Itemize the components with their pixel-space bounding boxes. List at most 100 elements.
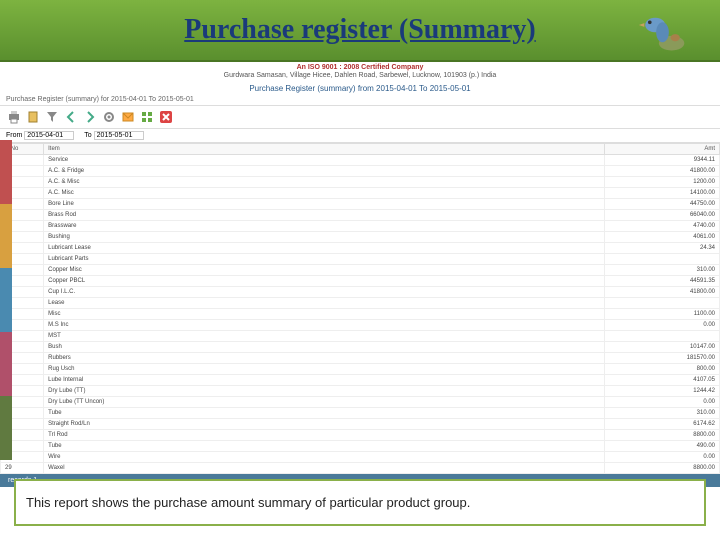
table-cell: Lube Internal: [44, 374, 605, 385]
table-cell: 9344.11: [604, 154, 719, 165]
table-row[interactable]: 10Lubricant Parts: [1, 253, 720, 264]
table-row[interactable]: 23Dry Lube (TT Uncon)0.00: [1, 396, 720, 407]
table-cell: 4107.05: [604, 374, 719, 385]
table-cell: M.S Inc: [44, 319, 605, 330]
table-row[interactable]: 7Brassware4740.00: [1, 220, 720, 231]
table-row[interactable]: 26Trl Rod8800.00: [1, 429, 720, 440]
company-info: An ISO 9001 : 2008 Certified Company Gur…: [0, 62, 720, 83]
table-cell: Tube: [44, 440, 605, 451]
company-address: Gurdwara Samasan, Village Hicee, Dahlen …: [0, 72, 720, 80]
table-cell: 4740.00: [604, 220, 719, 231]
table-cell: Rubbers: [44, 352, 605, 363]
table-row[interactable]: 24Tube310.00: [1, 407, 720, 418]
report-title: Purchase Register (summary) from 2015-04…: [0, 83, 720, 94]
footer-description: This report shows the purchase amount su…: [14, 479, 706, 526]
table-cell: Dry Lube (TT Uncon): [44, 396, 605, 407]
table-cell: Bushing: [44, 231, 605, 242]
table-cell: MST: [44, 330, 605, 341]
from-date-input[interactable]: [24, 131, 74, 140]
iso-certification: An ISO 9001 : 2008 Certified Company: [0, 64, 720, 72]
table-header-row: S.No Item Amt: [1, 143, 720, 154]
table-cell: 14100.00: [604, 187, 719, 198]
table-row[interactable]: 29Waxel8800.00: [1, 462, 720, 473]
table-cell: A.C. Misc: [44, 187, 605, 198]
table-cell: [604, 330, 719, 341]
forward-icon[interactable]: [82, 109, 98, 125]
table-row[interactable]: 20Rug Usch800.00: [1, 363, 720, 374]
table-cell: Copper Misc: [44, 264, 605, 275]
table-cell: 490.00: [604, 440, 719, 451]
table-cell: A.C. & Misc: [44, 176, 605, 187]
purchase-register-table: S.No Item Amt 1Service9344.112A.C. & Fri…: [0, 143, 720, 474]
table-cell: 29: [1, 462, 44, 473]
table-row[interactable]: 19Rubbers181570.00: [1, 352, 720, 363]
table-cell: 800.00: [604, 363, 719, 374]
table-row[interactable]: 4A.C. Misc14100.00: [1, 187, 720, 198]
table-row[interactable]: 28Wire0.00: [1, 451, 720, 462]
table-cell: Service: [44, 154, 605, 165]
table-cell: Wire: [44, 451, 605, 462]
table-row[interactable]: 8Bushing4061.00: [1, 231, 720, 242]
table-cell: Lubricant Lease: [44, 242, 605, 253]
table-row[interactable]: 6Brass Rod66040.00: [1, 209, 720, 220]
table-cell: 41800.00: [604, 165, 719, 176]
print-icon[interactable]: [6, 109, 22, 125]
to-date-input[interactable]: [94, 131, 144, 140]
to-label: To: [84, 132, 91, 139]
table-row[interactable]: 12Copper PBCL44591.35: [1, 275, 720, 286]
table-cell: Bore Line: [44, 198, 605, 209]
settings-icon[interactable]: [101, 109, 117, 125]
table-cell: [604, 297, 719, 308]
table-cell: Rug Usch: [44, 363, 605, 374]
close-icon[interactable]: [158, 109, 174, 125]
table-row[interactable]: 15Misc1100.00: [1, 308, 720, 319]
table-cell: Misc: [44, 308, 605, 319]
table-cell: Lease: [44, 297, 605, 308]
table-row[interactable]: 11Copper Misc310.00: [1, 264, 720, 275]
table-cell: 8800.00: [604, 462, 719, 473]
table-row[interactable]: 27Tube490.00: [1, 440, 720, 451]
table-cell: Brassware: [44, 220, 605, 231]
header-banner: Purchase register (Summary): [0, 0, 720, 62]
table-row[interactable]: 9Lubricant Lease24.34: [1, 242, 720, 253]
table-row[interactable]: 3A.C. & Misc1200.00: [1, 176, 720, 187]
table-cell: Dry Lube (TT): [44, 385, 605, 396]
decorative-side-stripes: [0, 140, 12, 460]
table-row[interactable]: 1Service9344.11: [1, 154, 720, 165]
table-cell: 4061.00: [604, 231, 719, 242]
table-cell: 44750.00: [604, 198, 719, 209]
table-row[interactable]: 18Bush10147.00: [1, 341, 720, 352]
from-label: From: [6, 132, 22, 139]
table-row[interactable]: 17MST: [1, 330, 720, 341]
table-row[interactable]: 16M.S Inc0.00: [1, 319, 720, 330]
table-cell: A.C. & Fridge: [44, 165, 605, 176]
back-icon[interactable]: [63, 109, 79, 125]
filter-icon[interactable]: [44, 109, 60, 125]
mail-icon[interactable]: [120, 109, 136, 125]
table-cell: 1200.00: [604, 176, 719, 187]
table-row[interactable]: 5Bore Line44750.00: [1, 198, 720, 209]
table-row[interactable]: 21Lube Internal4107.05: [1, 374, 720, 385]
col-amt: Amt: [604, 143, 719, 154]
table-cell: 10147.00: [604, 341, 719, 352]
table-cell: 41800.00: [604, 286, 719, 297]
table-cell: 44591.35: [604, 275, 719, 286]
table-cell: Brass Rod: [44, 209, 605, 220]
table-cell: 66040.00: [604, 209, 719, 220]
breadcrumb: Purchase Register (summary) for 2015-04-…: [0, 94, 720, 106]
table-row[interactable]: 13Cup I.L.C.41800.00: [1, 286, 720, 297]
table-cell: 1100.00: [604, 308, 719, 319]
grid-icon[interactable]: [139, 109, 155, 125]
table-cell: 310.00: [604, 264, 719, 275]
table-cell: Copper PBCL: [44, 275, 605, 286]
table-row[interactable]: 25Straight Rod/Ln6174.62: [1, 418, 720, 429]
table-row[interactable]: 2A.C. & Fridge41800.00: [1, 165, 720, 176]
table-cell: 6174.62: [604, 418, 719, 429]
table-cell: Lubricant Parts: [44, 253, 605, 264]
export-icon[interactable]: [25, 109, 41, 125]
page-title: Purchase register (Summary): [184, 14, 536, 46]
table-cell: 1244.42: [604, 385, 719, 396]
table-row[interactable]: 14Lease: [1, 297, 720, 308]
table-cell: Waxel: [44, 462, 605, 473]
table-row[interactable]: 22Dry Lube (TT)1244.42: [1, 385, 720, 396]
